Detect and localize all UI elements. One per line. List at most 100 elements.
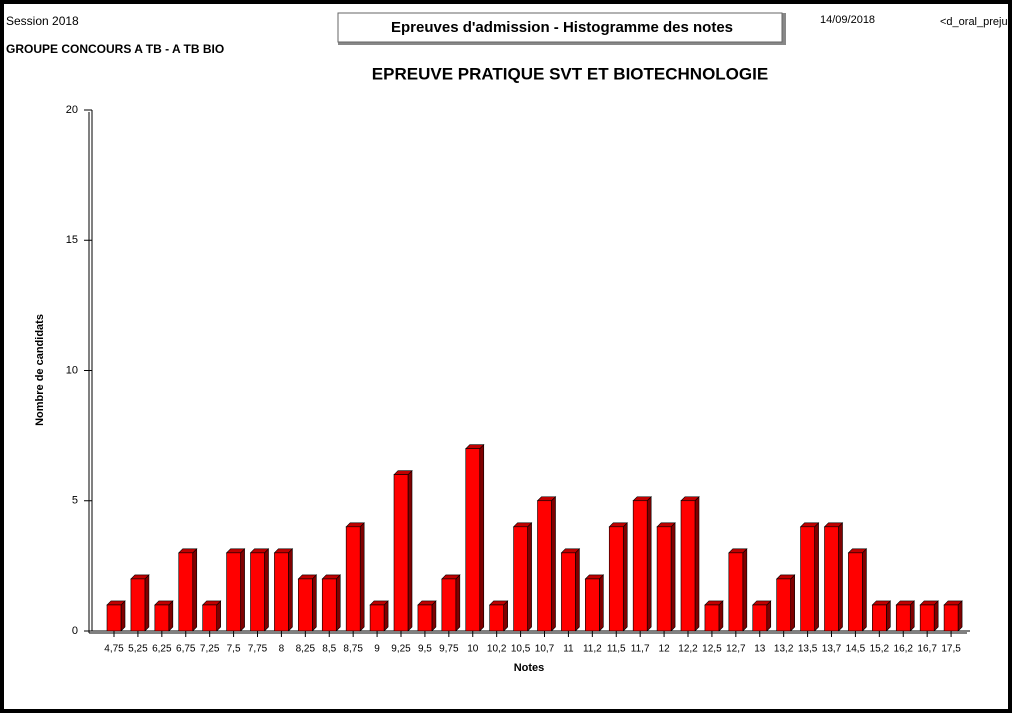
bar — [226, 552, 241, 632]
x-tick-label: 8,25 — [296, 644, 316, 655]
bar-group — [823, 522, 844, 632]
bar-side — [670, 522, 676, 632]
bar — [895, 604, 911, 632]
bar — [608, 526, 624, 632]
bar — [585, 578, 600, 632]
bar-group — [847, 548, 868, 632]
x-tick-label: 6,75 — [176, 644, 196, 655]
bar-group — [728, 548, 748, 632]
x-tick-label: 9,25 — [391, 644, 411, 655]
x-tick-label: 9,5 — [418, 644, 432, 655]
y-axis-label: Nombre de candidats — [34, 314, 46, 426]
bar — [537, 500, 552, 632]
bar-group — [512, 522, 533, 632]
bar-side — [288, 548, 293, 632]
x-tick-label: 9,75 — [439, 644, 459, 655]
bar-group — [321, 574, 341, 632]
y-tick-label: 5 — [72, 495, 78, 507]
bar-side — [646, 496, 652, 632]
bar — [393, 474, 409, 632]
bar-side — [407, 469, 413, 632]
bar-group — [656, 522, 676, 632]
x-tick-label: 8,75 — [343, 644, 363, 655]
bar-side — [216, 600, 221, 632]
bar-side — [551, 496, 556, 632]
x-tick-label: 10,2 — [487, 644, 507, 655]
bar-side — [144, 574, 150, 632]
bar — [202, 604, 217, 632]
banner: Epreuves d'admission - Histogramme des n… — [391, 19, 733, 36]
bar-side — [335, 574, 341, 632]
x-tick-label: 13,5 — [798, 644, 818, 655]
bar-side — [766, 600, 772, 632]
x-tick-label: 12 — [659, 644, 671, 655]
x-tick-label: 11,5 — [607, 644, 626, 655]
bar — [800, 526, 815, 632]
x-tick-label: 12,2 — [678, 644, 698, 655]
x-tick-label: 16,2 — [894, 644, 914, 655]
bar-group — [488, 600, 509, 632]
group: GROUPE CONCOURS A TB - A TB BIO — [6, 42, 224, 56]
x-tick-label: 17,5 — [941, 644, 961, 655]
bar — [680, 500, 696, 632]
x-tick-label: 8,5 — [322, 644, 336, 655]
bar-side — [479, 443, 485, 632]
bar — [656, 526, 672, 632]
x-tick-label: 11 — [563, 644, 574, 655]
bar-group — [225, 548, 246, 632]
bar-group — [608, 522, 628, 632]
date: 14/09/2018 — [820, 14, 875, 26]
x-tick-label: 13,2 — [774, 644, 794, 655]
x-tick-label: 4,75 — [104, 644, 124, 655]
x-tick-label: 7,5 — [227, 644, 241, 655]
bar-side — [886, 600, 891, 632]
bar — [250, 552, 265, 632]
bar-group — [895, 600, 915, 632]
bar-side — [527, 522, 532, 632]
bar-side — [431, 600, 437, 632]
y-tick-label: 20 — [66, 104, 78, 116]
bar-group — [943, 600, 963, 632]
bar — [752, 604, 768, 632]
bar-group — [369, 600, 389, 632]
code: <d_oral_preju — [940, 16, 1008, 28]
bar-side — [718, 600, 724, 632]
bar-side — [359, 522, 365, 632]
bar — [441, 578, 457, 632]
x-tick-label: 8 — [279, 644, 285, 655]
banner-box — [337, 12, 783, 43]
bar — [154, 604, 170, 632]
bar-group — [704, 600, 724, 632]
x-tick-label: 10,7 — [535, 644, 555, 655]
bar-side — [838, 522, 843, 632]
bar-side — [622, 522, 628, 632]
x-tick-label: 10,5 — [511, 644, 531, 655]
bar — [130, 578, 146, 632]
bar — [178, 552, 194, 632]
bar-group — [584, 574, 605, 632]
bar — [561, 552, 576, 632]
bar-group — [919, 600, 939, 632]
bar-side — [503, 600, 508, 632]
bar-group — [297, 574, 318, 632]
bar-group — [417, 600, 437, 632]
y-tick-label: 10 — [66, 364, 78, 376]
x-tick-label: 10 — [467, 644, 479, 655]
bar — [369, 604, 385, 632]
bar-group — [249, 548, 270, 632]
bar — [274, 552, 289, 632]
y-tick-label: 15 — [66, 234, 78, 246]
x-tick-label: 7,75 — [248, 644, 268, 655]
bar — [776, 578, 791, 632]
x-tick-label: 14,5 — [846, 644, 866, 655]
y-tick-label: 0 — [72, 625, 78, 637]
bar-side — [599, 574, 604, 632]
bar-side — [264, 548, 269, 632]
bar-group — [871, 600, 892, 632]
bar-group — [799, 522, 820, 632]
bar-side — [957, 600, 963, 632]
x-tick-label: 12,7 — [726, 644, 746, 655]
bar-side — [383, 600, 389, 632]
bar — [704, 604, 720, 632]
